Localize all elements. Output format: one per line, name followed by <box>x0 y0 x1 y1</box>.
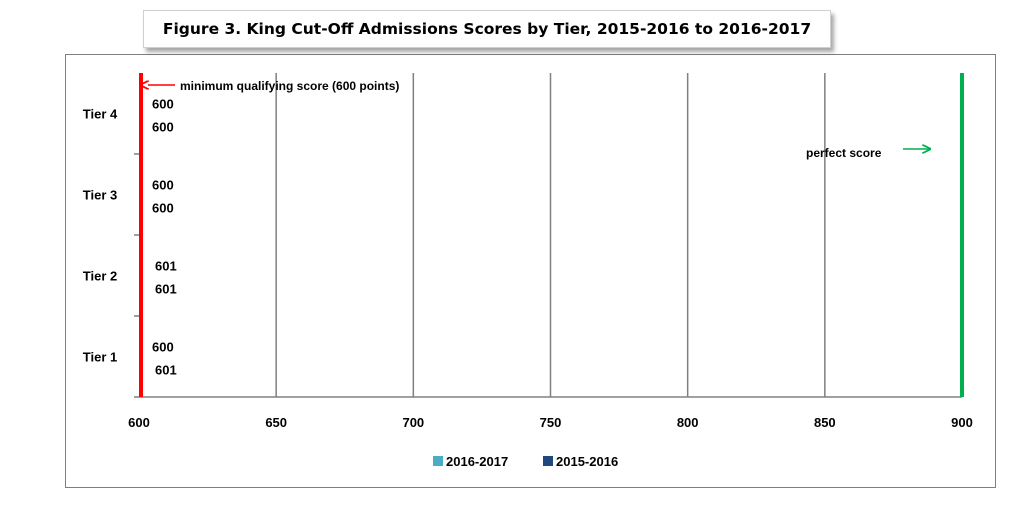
x-tick-label: 900 <box>951 415 973 430</box>
y-category-label: Tier 4 <box>83 107 118 122</box>
data-label: 601 <box>155 282 177 297</box>
data-label: 601 <box>155 259 177 274</box>
chart-title: Figure 3. King Cut-Off Admissions Scores… <box>143 10 831 48</box>
data-label: 600 <box>152 178 174 193</box>
data-label: 600 <box>152 120 174 135</box>
y-category-label: Tier 2 <box>83 269 117 284</box>
legend-swatch <box>433 456 443 466</box>
x-tick-label: 750 <box>540 415 562 430</box>
x-tick-label: 600 <box>128 415 150 430</box>
legend-label: 2015-2016 <box>556 454 618 469</box>
y-category-label: Tier 1 <box>83 350 117 365</box>
x-tick-label: 800 <box>677 415 699 430</box>
x-tick-label: 850 <box>814 415 836 430</box>
data-label: 601 <box>155 363 177 378</box>
legend-label: 2016-2017 <box>446 454 508 469</box>
perfect-score-label: perfect score <box>806 146 882 160</box>
y-category-label: Tier 3 <box>83 188 117 203</box>
x-tick-label: 700 <box>402 415 424 430</box>
data-label: 600 <box>152 97 174 112</box>
chart-frame <box>65 54 996 488</box>
data-label: 600 <box>152 340 174 355</box>
legend-swatch <box>543 456 553 466</box>
x-tick-label: 650 <box>265 415 287 430</box>
data-label: 600 <box>152 201 174 216</box>
minimum-score-label: minimum qualifying score (600 points) <box>180 79 399 93</box>
